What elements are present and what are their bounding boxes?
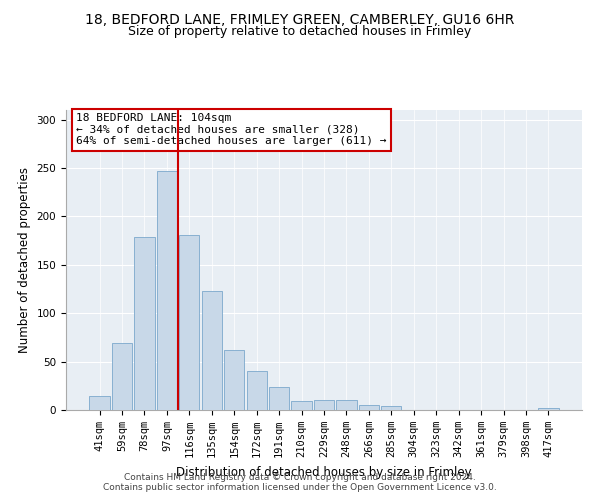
Bar xyxy=(89,396,110,410)
Bar xyxy=(112,343,132,410)
Bar xyxy=(157,171,177,410)
Text: Size of property relative to detached houses in Frimley: Size of property relative to detached ho… xyxy=(128,25,472,38)
Bar xyxy=(202,291,222,410)
Bar xyxy=(247,372,267,410)
Y-axis label: Number of detached properties: Number of detached properties xyxy=(18,167,31,353)
Text: 18 BEDFORD LANE: 104sqm
← 34% of detached houses are smaller (328)
64% of semi-d: 18 BEDFORD LANE: 104sqm ← 34% of detache… xyxy=(76,113,387,146)
Bar xyxy=(359,405,379,410)
Bar xyxy=(314,400,334,410)
Text: Contains HM Land Registry data © Crown copyright and database right 2024.
Contai: Contains HM Land Registry data © Crown c… xyxy=(103,473,497,492)
Bar xyxy=(134,237,155,410)
Text: 18, BEDFORD LANE, FRIMLEY GREEN, CAMBERLEY, GU16 6HR: 18, BEDFORD LANE, FRIMLEY GREEN, CAMBERL… xyxy=(85,12,515,26)
Bar xyxy=(538,408,559,410)
X-axis label: Distribution of detached houses by size in Frimley: Distribution of detached houses by size … xyxy=(176,466,472,478)
Bar xyxy=(269,387,289,410)
Bar xyxy=(179,235,199,410)
Bar xyxy=(224,350,244,410)
Bar xyxy=(292,402,311,410)
Bar xyxy=(381,406,401,410)
Bar xyxy=(337,400,356,410)
